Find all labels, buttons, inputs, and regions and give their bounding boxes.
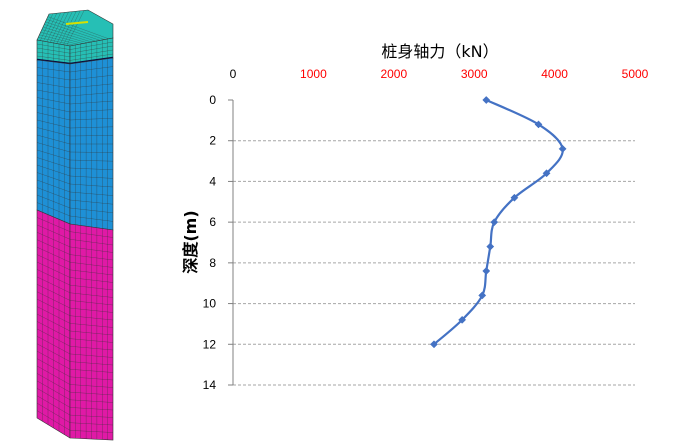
grid-lines — [233, 140, 635, 386]
series-axial-force — [430, 96, 567, 349]
data-point — [458, 315, 467, 324]
x-tick-label: 0 — [230, 67, 237, 81]
chart-title: 桩身轴力（kN） — [381, 42, 498, 61]
data-point — [482, 96, 491, 104]
data-point — [482, 267, 491, 275]
y-tick-label: 8 — [209, 256, 216, 270]
x-tick-label: 1000 — [300, 67, 327, 81]
pile-mesh-icon — [36, 9, 114, 441]
x-tick-label: 3000 — [461, 67, 488, 81]
x-tick-label: 5000 — [622, 67, 649, 81]
y-tick-label: 12 — [203, 337, 217, 351]
x-tick-label: 2000 — [380, 67, 407, 81]
data-point — [490, 218, 499, 227]
pile-middle-left-face — [36, 59, 71, 225]
data-point — [486, 242, 495, 251]
y-tick-label: 4 — [209, 174, 216, 188]
y-tick-label: 0 — [209, 93, 216, 107]
y-tick-label: 6 — [209, 215, 216, 229]
data-point — [510, 193, 519, 202]
y-tick-label: 2 — [209, 134, 216, 148]
y-axis-line — [228, 99, 234, 386]
data-point — [534, 120, 543, 129]
data-point — [542, 169, 551, 178]
data-point — [478, 291, 487, 300]
y-axis-label: 深度(m) — [181, 210, 200, 273]
y-tick-label: 14 — [203, 378, 217, 392]
y-tick-label: 10 — [203, 297, 217, 311]
data-point — [430, 340, 438, 349]
y-tick-labels: 0 2 4 6 8 10 12 14 — [203, 93, 217, 392]
pile-top-right-face — [69, 37, 114, 65]
pile-top-face — [36, 9, 114, 47]
pile-bottom-right-face — [69, 223, 114, 441]
data-point — [558, 144, 567, 153]
pile-middle-right-face — [69, 57, 114, 231]
x-tick-labels: 0 1000 2000 3000 4000 5000 — [230, 67, 649, 81]
x-tick-label: 4000 — [541, 67, 568, 81]
axial-force-chart: 桩身轴力（kN） 深度(m) 0 1000 2000 3000 4000 5000 0 2 4… — [181, 42, 649, 392]
pile-bottom-left-face — [36, 209, 71, 439]
pile-top-left-face — [36, 39, 71, 65]
